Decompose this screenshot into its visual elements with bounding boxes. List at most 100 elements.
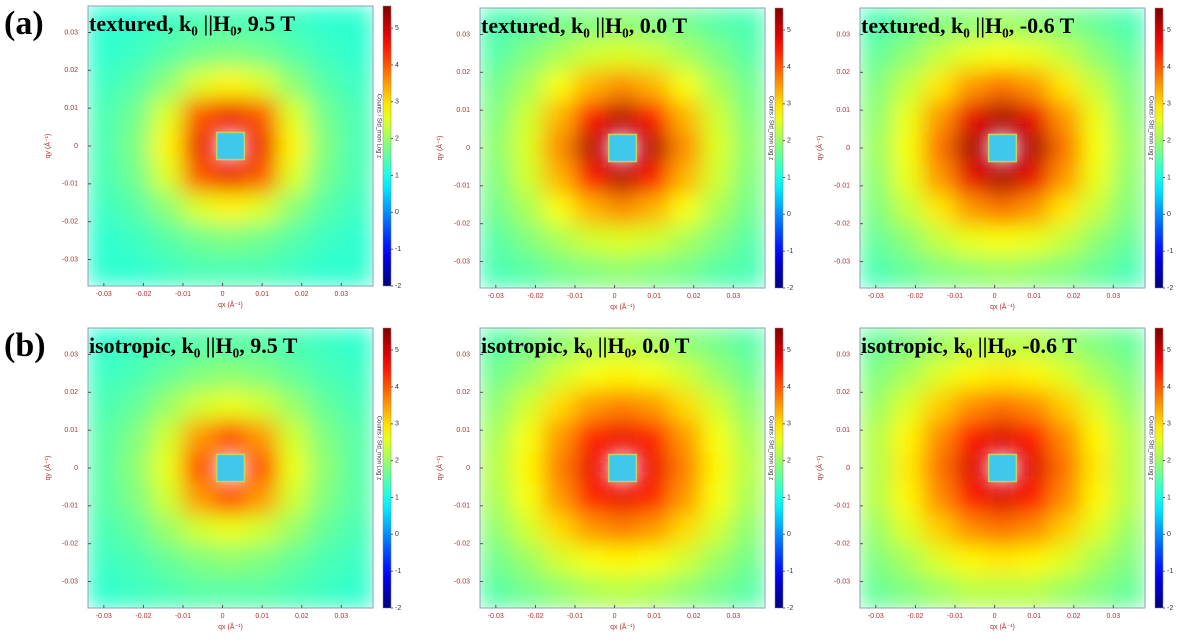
heat-cell xyxy=(542,389,576,422)
heat-cell xyxy=(922,328,956,360)
heat-cell xyxy=(1017,545,1051,578)
heat-cell xyxy=(214,6,247,38)
x-tick-label: 0.03 xyxy=(1107,613,1121,620)
colorbar-tick-label: 4 xyxy=(395,384,399,391)
beam-stop xyxy=(607,133,638,163)
x-tick-label: -0.02 xyxy=(907,293,923,300)
heat-cell xyxy=(182,67,216,100)
y-tick-label: -0.02 xyxy=(834,221,850,228)
x-tick-label: -0.02 xyxy=(907,613,923,620)
heat-cell xyxy=(150,389,184,422)
heat-cell xyxy=(340,514,373,547)
x-tick-label: -0.03 xyxy=(488,293,504,300)
heat-cell xyxy=(309,420,342,453)
heat-cell xyxy=(480,69,513,102)
colorbar-tick-label: 1 xyxy=(1167,494,1171,501)
x-tick-label: 0.02 xyxy=(295,613,309,620)
heat-cell xyxy=(88,576,121,608)
heat-cell xyxy=(954,8,988,40)
y-axis-label: qy (Å⁻¹) xyxy=(435,136,444,161)
heat-cell xyxy=(88,161,121,194)
colorbar-tick-label: 5 xyxy=(1167,27,1171,34)
heat-cell xyxy=(309,358,342,391)
heat-cell xyxy=(860,194,893,227)
heat-cell xyxy=(277,576,311,608)
heat-cell xyxy=(732,389,765,422)
y-axis-label: qy (Å⁻¹) xyxy=(815,456,824,481)
heat-cell xyxy=(119,514,152,547)
heat-cell xyxy=(986,514,1019,547)
colorbar-tick-label: -1 xyxy=(787,248,793,255)
heatmap-cells xyxy=(480,8,765,288)
heat-cell xyxy=(732,225,765,258)
x-axis-label: qx (Å⁻¹) xyxy=(990,302,1015,311)
heat-cell xyxy=(150,129,184,163)
heat-cell xyxy=(860,256,893,288)
heat-cell xyxy=(511,358,544,391)
heat-cell xyxy=(1112,483,1145,516)
heat-cell xyxy=(480,576,513,608)
heat-cell xyxy=(574,420,608,453)
heat-cell xyxy=(574,545,608,578)
heat-cell xyxy=(954,328,988,360)
x-tick-label: 0.02 xyxy=(295,291,309,298)
x-tick-label: 0 xyxy=(613,293,617,300)
heat-cell xyxy=(637,451,671,485)
heat-cell xyxy=(182,192,216,225)
x-tick-label: 0.01 xyxy=(647,613,661,620)
heat-cell xyxy=(574,328,608,360)
heat-cell xyxy=(1017,451,1051,485)
heat-cell xyxy=(182,161,216,194)
x-tick-label: -0.01 xyxy=(175,291,191,298)
heat-cell xyxy=(669,420,703,453)
heat-cell xyxy=(214,514,247,547)
heat-cell xyxy=(150,358,184,391)
colorbar-tick-label: -2 xyxy=(395,605,401,612)
heat-cell xyxy=(701,483,734,516)
heat-cell xyxy=(669,358,703,391)
colorbar-tick-label: -1 xyxy=(395,568,401,575)
heat-cell xyxy=(732,576,765,608)
colorbar-label: Counts / Std_mon Log z xyxy=(767,96,773,160)
heat-cell xyxy=(277,514,311,547)
heat-cell xyxy=(245,36,279,69)
x-tick-label: 0.03 xyxy=(335,613,349,620)
heat-cell xyxy=(986,389,1019,422)
heat-cell xyxy=(669,8,703,40)
heat-cell xyxy=(88,358,121,391)
x-tick-label: 0.02 xyxy=(687,293,701,300)
chart-title: isotropic, k₀ ||H₀, -0.6 T xyxy=(861,333,1077,358)
heat-cell xyxy=(701,514,734,547)
heat-cell xyxy=(245,576,279,608)
heat-cell xyxy=(732,545,765,578)
heat-cell xyxy=(340,545,373,578)
heat-cell xyxy=(542,514,576,547)
x-tick-label: 0.02 xyxy=(687,613,701,620)
heat-cell xyxy=(1081,131,1114,165)
heat-cell xyxy=(701,225,734,258)
heat-cell xyxy=(1081,163,1114,196)
y-tick-label: -0.03 xyxy=(834,258,850,265)
y-tick-label: -0.02 xyxy=(62,219,78,226)
x-tick-label: 0.01 xyxy=(1027,293,1041,300)
heat-cell xyxy=(88,36,121,69)
x-tick-label: -0.01 xyxy=(567,293,583,300)
y-tick-label: 0 xyxy=(466,465,470,472)
heat-cell xyxy=(701,576,734,608)
heat-cell xyxy=(891,100,924,133)
heat-cell xyxy=(88,129,121,163)
heat-cell xyxy=(954,100,988,133)
colorbar-tick-label: 3 xyxy=(1167,101,1171,108)
x-tick-label: 0.03 xyxy=(1107,293,1121,300)
heat-cell xyxy=(245,254,279,286)
heat-cell xyxy=(119,129,152,163)
heat-cell xyxy=(669,38,703,71)
heat-cell xyxy=(986,358,1019,391)
heat-cell xyxy=(574,194,608,227)
heat-cell xyxy=(214,254,247,286)
heat-cell xyxy=(277,161,311,194)
heat-cell xyxy=(150,254,184,286)
heat-cell xyxy=(701,256,734,288)
colorbar-tick-label: 4 xyxy=(787,384,791,391)
colorbar xyxy=(1154,327,1164,609)
